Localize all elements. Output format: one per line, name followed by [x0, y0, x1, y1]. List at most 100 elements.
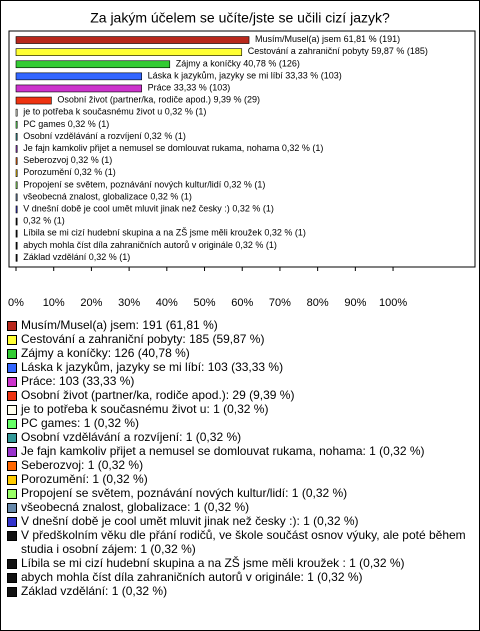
- category-label: Základ vzdělání: [23, 252, 87, 262]
- bar-label: Osobní vzdělávání a rozvíjení 0,32 % (1): [23, 131, 186, 141]
- legend-item: PC games: 1 (0,32 %): [7, 416, 475, 430]
- legend-swatch: [7, 475, 17, 485]
- legend-label: Osobní život (partner/ka, rodiče apod.):…: [21, 388, 295, 402]
- value-label: 33,33 % (103): [285, 71, 342, 81]
- bar: [15, 229, 18, 238]
- bar-label: 0,32 % (1): [23, 216, 65, 226]
- category-label: Propojení se světem, poznávání nových ku…: [23, 180, 222, 190]
- legend-label: Musím/Musel(a) jsem: 191 (61,81 %): [21, 318, 218, 332]
- legend-item: Porozumění: 1 (0,32 %): [7, 472, 475, 486]
- x-tick-label: 50%: [194, 297, 216, 309]
- bar: [15, 48, 243, 56]
- legend-swatch: [7, 349, 17, 359]
- bar: [15, 193, 18, 202]
- legend-item: Osobní život (partner/ka, rodiče apod.):…: [7, 388, 475, 402]
- legend-item: Zájmy a koníčky: 126 (40,78 %): [7, 346, 475, 360]
- legend-label: všeobecná znalost, globalizace: 1 (0,32 …: [21, 500, 250, 514]
- value-label: 0,32 % (1): [68, 119, 110, 129]
- legend-label: Líbila se mi cizí hudební skupina a na Z…: [21, 556, 405, 570]
- legend-swatch: [7, 405, 17, 415]
- legend-item: Práce: 103 (33,33 %): [7, 374, 475, 388]
- legend-label: Osobní vzdělávání a rozvíjení: 1 (0,32 %…: [21, 430, 242, 444]
- bar: [15, 60, 171, 69]
- bar-label: PC games 0,32 % (1): [23, 119, 109, 129]
- category-label: Musím/Musel(a) jsem: [255, 34, 341, 44]
- value-label: 0,32 % (1): [89, 252, 131, 262]
- chart-title: Za jakým účelem se učíte/jste se učili c…: [90, 10, 390, 26]
- value-label: 40,78 % (126): [243, 59, 300, 69]
- x-tick-label: 60%: [231, 297, 253, 309]
- legend-item: Cestování a zahraniční pobyty: 185 (59,8…: [7, 332, 475, 346]
- bar: [15, 84, 142, 93]
- bar: [15, 120, 18, 129]
- bar-label: Zájmy a koníčky 40,78 % (126): [176, 59, 300, 69]
- bar: [15, 169, 18, 177]
- legend-label: Porozumění: 1 (0,32 %): [21, 472, 148, 486]
- x-tick-label: 70%: [269, 297, 291, 309]
- legend-swatch: [7, 461, 17, 471]
- category-label: Líbila se mi cizí hudební skupina a na Z…: [23, 228, 262, 238]
- legend-item: Osobní vzdělávání a rozvíjení: 1 (0,32 %…: [7, 430, 475, 444]
- value-label: 0,32 % (1): [71, 155, 113, 165]
- category-label: je to potřeba k současnému život u: [22, 107, 162, 117]
- bar-label: Cestování a zahraniční pobyty 59,87 % (1…: [248, 47, 428, 57]
- bar: [15, 241, 18, 250]
- value-label: 61,81 % (191): [344, 34, 401, 44]
- category-label: Seberozvoj: [23, 155, 68, 165]
- legend-item: Propojení se světem, poznávání nových ku…: [7, 486, 475, 500]
- bar-label: Musím/Musel(a) jsem 61,81 % (191): [255, 34, 400, 44]
- legend-item: Líbila se mi cizí hudební skupina a na Z…: [7, 556, 475, 570]
- category-label: V dnešní době je cool umět mluvit jinak …: [23, 204, 230, 214]
- chart: Za jakým účelem se učíte/jste se učili c…: [8, 10, 476, 309]
- legend: Musím/Musel(a) jsem: 191 (61,81 %) Cestov…: [7, 318, 475, 598]
- bar-label: abych mohla číst díla zahraničních autor…: [23, 240, 277, 250]
- legend-item: Základ vzdělání: 1 (0,32 %): [7, 584, 475, 598]
- legend-swatch: [7, 321, 17, 331]
- legend-item: V dnešní době je cool umět mluvit jinak …: [7, 514, 475, 528]
- bar: [15, 157, 18, 165]
- legend-swatch: [7, 363, 17, 373]
- legend-swatch: [7, 419, 17, 429]
- category-label: Osobní život (partner/ka, rodiče apod.): [57, 95, 211, 105]
- value-label: 0,32 % (1): [23, 216, 65, 226]
- bar: [15, 254, 18, 262]
- bar-label: Propojení se světem, poznávání nových ku…: [23, 180, 265, 190]
- value-label: 0,32 % (1): [232, 204, 274, 214]
- bar: [15, 96, 52, 105]
- legend-label: Cestování a zahraniční pobyty: 185 (59,8…: [21, 332, 265, 346]
- bar-label: všeobecná znalost, globalizace 0,32 % (1…: [23, 192, 192, 202]
- bar: [15, 217, 18, 226]
- legend-swatch: [7, 587, 17, 597]
- legend-label: Je fajn kamkoliv přijet a nemusel se dom…: [21, 444, 425, 458]
- x-tick-label: 10%: [43, 297, 65, 309]
- legend-swatch: [7, 447, 17, 457]
- x-tick-label: 90%: [344, 297, 366, 309]
- legend-item: Je fajn kamkoliv přijet a nemusel se dom…: [7, 444, 475, 458]
- legend-label: Práce: 103 (33,33 %): [21, 374, 135, 388]
- x-tick-label: 30%: [118, 297, 140, 309]
- legend-label: abych mohla číst díla zahraničních autor…: [21, 570, 363, 584]
- legend-item: Musím/Musel(a) jsem: 191 (61,81 %): [7, 318, 475, 332]
- category-label: všeobecná znalost, globalizace: [23, 192, 148, 202]
- bar-label: Osobní život (partner/ka, rodiče apod.) …: [57, 95, 260, 105]
- category-label: Láska k jazykům, jazyky se mi líbí: [148, 71, 284, 81]
- bar-label: Líbila se mi cizí hudební skupina a na Z…: [23, 228, 306, 238]
- legend-swatch: [7, 335, 17, 345]
- bar: [15, 108, 18, 117]
- bar: [15, 181, 18, 190]
- x-tick-label: 40%: [156, 297, 178, 309]
- category-label: Zájmy a koníčky: [176, 59, 242, 69]
- category-label: Práce: [148, 83, 172, 93]
- legend-swatch: [7, 559, 17, 569]
- bar-label: Práce 33,33 % (103): [148, 83, 231, 93]
- bar: [15, 72, 142, 81]
- bar: [15, 205, 18, 214]
- legend-swatch: [7, 503, 17, 513]
- category-label: Cestování a zahraniční pobyty: [248, 47, 370, 57]
- value-label: 0,32 % (1): [144, 131, 186, 141]
- legend-swatch: [7, 433, 17, 443]
- value-label: 0,32 % (1): [235, 240, 277, 250]
- legend-item: Seberozvoj: 1 (0,32 %): [7, 458, 475, 472]
- value-label: 0,32 % (1): [264, 228, 306, 238]
